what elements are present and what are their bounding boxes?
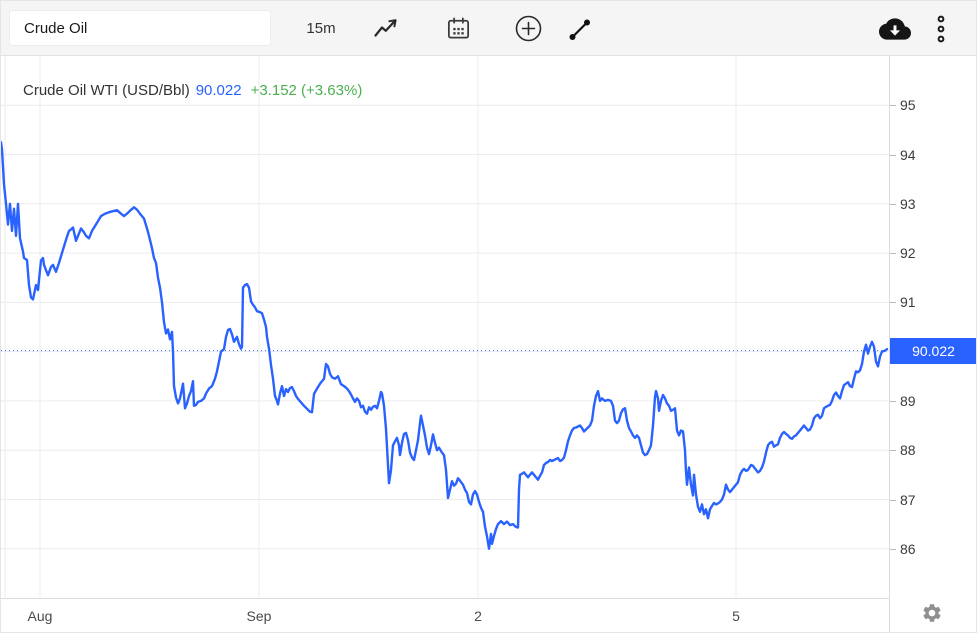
y-tick-mark bbox=[890, 499, 896, 501]
download-button[interactable] bbox=[877, 1, 913, 56]
y-tick-mark bbox=[890, 302, 896, 304]
last-price-tag: 90.022 bbox=[890, 337, 976, 364]
trend-line-icon bbox=[566, 15, 594, 43]
cloud-download-icon bbox=[879, 13, 911, 45]
chart-canvas[interactable]: Crude Oil WTI (USD/Bbl) 90.022 +3.152 (+3.… bbox=[1, 56, 889, 598]
kebab-menu-icon bbox=[928, 14, 954, 44]
gear-icon bbox=[921, 604, 943, 628]
chart-type-button[interactable] bbox=[367, 1, 405, 56]
x-axis-label: 5 bbox=[732, 608, 740, 624]
y-axis-label: 88 bbox=[900, 442, 916, 459]
trend-line-tool-button[interactable] bbox=[563, 1, 597, 56]
calendar-icon bbox=[445, 15, 472, 42]
toolbar: 15m bbox=[1, 1, 976, 56]
price-series-line bbox=[1, 140, 889, 550]
more-menu-button[interactable] bbox=[927, 1, 955, 56]
symbol-search-box bbox=[9, 10, 271, 46]
instrument-name: Crude Oil WTI (USD/Bbl) bbox=[23, 82, 190, 99]
y-tick-mark bbox=[890, 400, 896, 402]
y-tick-mark bbox=[890, 450, 896, 452]
y-axis-label: 93 bbox=[900, 195, 916, 212]
y-axis-label: 89 bbox=[900, 392, 916, 409]
y-axis-label: 92 bbox=[900, 245, 916, 262]
last-price-value: 90.022 bbox=[195, 82, 242, 99]
y-axis-label: 91 bbox=[900, 294, 916, 311]
y-axis-label: 95 bbox=[900, 97, 916, 114]
y-tick-mark bbox=[890, 105, 896, 107]
y-tick-mark bbox=[890, 154, 896, 156]
plus-circle-icon bbox=[514, 14, 543, 43]
y-tick-mark bbox=[890, 253, 896, 255]
interval-label: 15m bbox=[306, 20, 336, 37]
line-chart-icon bbox=[372, 15, 400, 43]
interval-button[interactable]: 15m bbox=[297, 1, 345, 56]
x-axis-label: Sep bbox=[246, 608, 272, 624]
price-axis[interactable]: 90.022 95 94 93 92 91 89 88 87 86 bbox=[889, 56, 976, 632]
y-tick-mark bbox=[890, 203, 896, 205]
y-axis-label: 94 bbox=[900, 146, 916, 163]
instrument-legend: Crude Oil WTI (USD/Bbl) 90.022 +3.152 (+3.… bbox=[23, 82, 362, 99]
x-axis-label: Aug bbox=[27, 608, 53, 624]
calendar-button[interactable] bbox=[441, 1, 475, 56]
y-axis-label: 87 bbox=[900, 491, 916, 508]
y-tick-mark bbox=[890, 548, 896, 550]
settings-button[interactable] bbox=[921, 602, 945, 626]
price-change-value: +3.152 (+3.63%) bbox=[250, 82, 363, 99]
symbol-search-input[interactable] bbox=[10, 11, 270, 45]
add-indicator-button[interactable] bbox=[511, 1, 545, 56]
last-price-tag-label: 90.022 bbox=[912, 342, 955, 359]
price-plot bbox=[1, 56, 889, 598]
y-axis-label: 86 bbox=[900, 540, 916, 557]
x-axis-label: 2 bbox=[474, 608, 482, 624]
time-axis[interactable]: Aug Sep 2 5 bbox=[1, 598, 889, 632]
